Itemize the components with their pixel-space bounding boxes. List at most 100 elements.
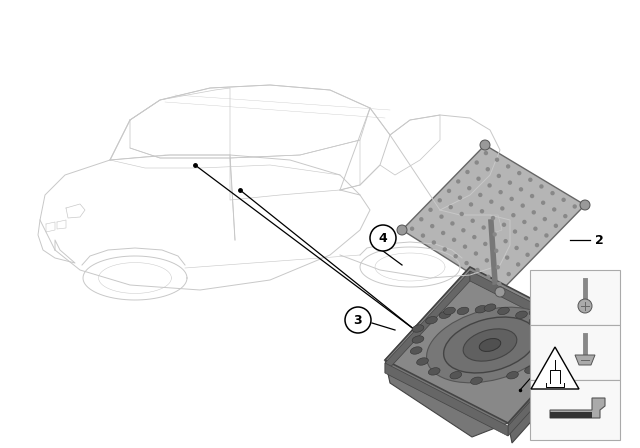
Circle shape bbox=[449, 205, 453, 209]
Circle shape bbox=[578, 299, 592, 313]
Bar bbox=[530, 325, 620, 380]
Circle shape bbox=[561, 198, 566, 202]
Circle shape bbox=[552, 207, 556, 211]
Circle shape bbox=[495, 287, 505, 297]
Circle shape bbox=[532, 210, 536, 215]
Circle shape bbox=[515, 246, 519, 250]
Ellipse shape bbox=[426, 317, 437, 324]
Circle shape bbox=[447, 189, 451, 193]
Polygon shape bbox=[575, 355, 595, 365]
Circle shape bbox=[502, 223, 506, 227]
Circle shape bbox=[509, 197, 514, 201]
Circle shape bbox=[508, 181, 512, 185]
Text: 4: 4 bbox=[379, 232, 387, 245]
Circle shape bbox=[525, 253, 530, 257]
Circle shape bbox=[428, 207, 433, 212]
Polygon shape bbox=[550, 398, 605, 418]
Circle shape bbox=[458, 195, 462, 200]
Circle shape bbox=[465, 170, 470, 174]
Circle shape bbox=[460, 212, 464, 216]
Ellipse shape bbox=[516, 311, 527, 319]
Circle shape bbox=[563, 214, 568, 218]
Circle shape bbox=[410, 227, 414, 231]
Text: 222688: 222688 bbox=[556, 430, 593, 440]
Circle shape bbox=[530, 194, 534, 198]
Circle shape bbox=[494, 249, 499, 253]
Circle shape bbox=[441, 231, 445, 235]
Circle shape bbox=[484, 258, 489, 263]
Bar bbox=[550, 412, 592, 418]
Circle shape bbox=[345, 307, 371, 333]
Ellipse shape bbox=[525, 366, 536, 374]
Ellipse shape bbox=[428, 368, 440, 375]
Ellipse shape bbox=[410, 347, 422, 354]
Circle shape bbox=[452, 237, 456, 242]
Circle shape bbox=[573, 204, 577, 209]
Circle shape bbox=[484, 151, 488, 155]
Circle shape bbox=[500, 206, 504, 211]
Circle shape bbox=[454, 254, 458, 258]
Circle shape bbox=[543, 217, 547, 221]
Circle shape bbox=[517, 171, 522, 175]
Circle shape bbox=[499, 190, 503, 194]
Ellipse shape bbox=[529, 308, 541, 316]
Ellipse shape bbox=[463, 329, 517, 361]
Polygon shape bbox=[508, 333, 592, 436]
Circle shape bbox=[486, 167, 490, 172]
Circle shape bbox=[456, 179, 460, 184]
Circle shape bbox=[461, 228, 465, 233]
Circle shape bbox=[438, 198, 442, 202]
Polygon shape bbox=[470, 271, 592, 343]
Ellipse shape bbox=[554, 358, 566, 365]
Circle shape bbox=[483, 242, 488, 246]
Circle shape bbox=[516, 262, 520, 267]
Text: 1: 1 bbox=[603, 323, 612, 336]
Circle shape bbox=[474, 160, 479, 165]
Polygon shape bbox=[385, 267, 508, 437]
Circle shape bbox=[431, 240, 436, 245]
Circle shape bbox=[497, 174, 501, 178]
Circle shape bbox=[419, 217, 424, 221]
Circle shape bbox=[488, 183, 492, 188]
Circle shape bbox=[519, 187, 524, 192]
Ellipse shape bbox=[552, 336, 563, 343]
Circle shape bbox=[544, 233, 548, 237]
Circle shape bbox=[467, 186, 472, 190]
Text: 3: 3 bbox=[354, 314, 362, 327]
Circle shape bbox=[465, 261, 468, 265]
Circle shape bbox=[535, 243, 540, 247]
Circle shape bbox=[520, 203, 525, 208]
Polygon shape bbox=[385, 267, 592, 423]
Circle shape bbox=[370, 225, 396, 251]
Circle shape bbox=[541, 201, 545, 205]
Circle shape bbox=[506, 272, 511, 276]
Ellipse shape bbox=[507, 371, 518, 379]
Circle shape bbox=[439, 215, 444, 219]
Text: 4: 4 bbox=[538, 277, 546, 287]
Polygon shape bbox=[385, 363, 508, 436]
Ellipse shape bbox=[475, 306, 487, 313]
Text: 2: 2 bbox=[595, 233, 604, 246]
Circle shape bbox=[495, 158, 499, 162]
Polygon shape bbox=[531, 347, 579, 389]
Polygon shape bbox=[508, 330, 595, 443]
Circle shape bbox=[580, 200, 590, 210]
Circle shape bbox=[513, 229, 517, 234]
Circle shape bbox=[491, 216, 495, 220]
Circle shape bbox=[492, 232, 497, 237]
Polygon shape bbox=[385, 271, 470, 373]
Text: 3: 3 bbox=[538, 332, 546, 342]
Circle shape bbox=[468, 202, 473, 207]
Circle shape bbox=[533, 227, 538, 231]
Bar bbox=[530, 270, 620, 325]
Circle shape bbox=[450, 221, 454, 226]
Circle shape bbox=[430, 224, 435, 228]
Ellipse shape bbox=[470, 377, 483, 384]
Circle shape bbox=[478, 193, 483, 197]
Circle shape bbox=[505, 255, 509, 260]
Ellipse shape bbox=[540, 359, 552, 366]
Circle shape bbox=[497, 281, 502, 286]
Circle shape bbox=[474, 251, 478, 256]
Circle shape bbox=[476, 268, 479, 272]
Circle shape bbox=[472, 235, 477, 239]
